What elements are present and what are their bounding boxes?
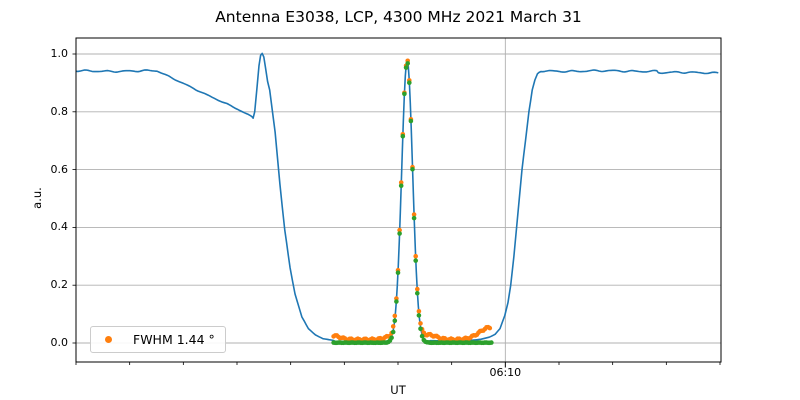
measured-data-point xyxy=(413,253,419,259)
gaussian-fit-point xyxy=(392,318,398,324)
gaussian-fit-point xyxy=(397,231,402,236)
measured-data-point xyxy=(392,313,398,319)
x-axis-label: UT xyxy=(390,383,406,397)
measured-data-point xyxy=(487,325,493,331)
gaussian-fit-point xyxy=(489,340,494,345)
gaussian-fit-point xyxy=(403,65,409,70)
y-axis-label: a.u. xyxy=(30,187,44,209)
measured-data-point xyxy=(397,227,402,233)
gaussian-fit-point xyxy=(408,118,414,124)
gaussian-fit-point xyxy=(402,91,407,97)
measured-data-point xyxy=(416,309,422,314)
gaussian-fit-point xyxy=(410,167,415,172)
gaussian-fit-point xyxy=(419,333,425,339)
gaussian-fit-point xyxy=(405,61,411,66)
legend: FWHM 1.44 ° xyxy=(90,326,226,353)
gaussian-fit-point xyxy=(407,80,412,85)
gaussian-fit-point xyxy=(411,215,417,221)
plot-border xyxy=(75,37,722,363)
y-tick-label: 1.0 xyxy=(50,47,69,60)
gaussian-fit-point xyxy=(395,270,401,276)
chart-title: Antenna E3038, LCP, 4300 MHz 2021 March … xyxy=(215,8,582,26)
gaussian-fit-point xyxy=(418,326,423,332)
measured-data-point xyxy=(418,321,423,326)
gaussian-fit-point xyxy=(390,329,396,335)
measured-data-point xyxy=(411,212,417,217)
x-tick-label: 06:10 xyxy=(489,366,522,379)
y-tick-label: 0.4 xyxy=(50,220,69,234)
gaussian-fit-point xyxy=(389,335,394,341)
legend-marker-dot xyxy=(105,336,112,343)
gaussian-fit-point xyxy=(413,258,419,263)
gaussian-fit-point xyxy=(415,290,420,296)
measured-data-point xyxy=(398,180,404,185)
measured-data-point xyxy=(415,286,420,292)
legend-label: FWHM 1.44 ° xyxy=(133,332,215,347)
y-tick-label: 0.8 xyxy=(50,104,69,118)
y-tick-label: 0.0 xyxy=(50,336,69,349)
gaussian-fit-point xyxy=(400,133,406,139)
gaussian-fit-point xyxy=(394,299,399,304)
gaussian-fit-point xyxy=(398,183,404,189)
y-tick-label: 0.6 xyxy=(50,162,69,176)
gaussian-fit-point xyxy=(416,313,422,318)
y-tick-label: 0.2 xyxy=(50,278,69,292)
measured-data-point xyxy=(390,324,396,329)
